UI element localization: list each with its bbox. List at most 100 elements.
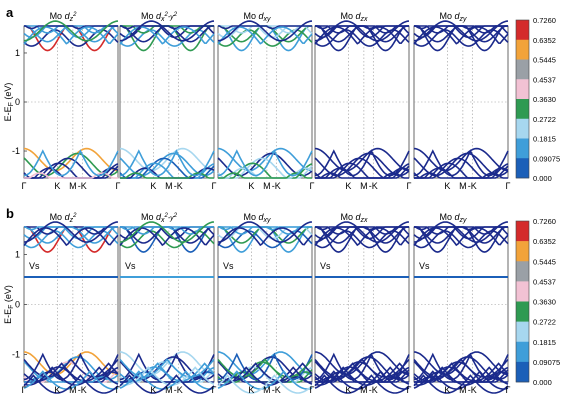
panel-b-orbital-4: Vs Mo dzy K M -K Γ <box>413 212 511 395</box>
band-line <box>23 352 119 381</box>
colorbar-frame <box>515 19 530 179</box>
colorbar-tick-label: 0.5445 <box>533 257 556 266</box>
band-line <box>120 172 214 179</box>
x-tick-label: M <box>263 385 271 395</box>
band-line <box>413 366 509 386</box>
band-line <box>23 149 119 177</box>
colorbar-segment <box>516 59 529 80</box>
x-tick-label: K <box>444 181 450 191</box>
band-line <box>119 221 215 243</box>
colorbar-segment <box>516 20 529 41</box>
y-tick-label: 1 <box>15 250 20 260</box>
colorbar-segment <box>516 321 529 343</box>
band-line <box>120 376 214 383</box>
band-line <box>315 162 410 179</box>
colorbar-tick-label: 0.1815 <box>533 135 556 144</box>
band-line <box>217 26 313 45</box>
colorbar-segment <box>516 301 529 322</box>
colorbar-segment <box>516 361 529 383</box>
band-line <box>218 226 312 231</box>
band-line <box>314 26 410 45</box>
band-line <box>119 370 215 390</box>
band-line <box>217 149 313 177</box>
x-tick-label: Γ <box>212 385 217 395</box>
band-line <box>413 374 509 394</box>
colorbar-tick-label: 0.3630 <box>533 95 556 104</box>
x-tick-label: -K <box>174 385 183 395</box>
band-line <box>119 352 215 381</box>
x-tick-label: M <box>459 385 467 395</box>
y-tick-label: 0 <box>15 300 20 310</box>
x-tick-label: M <box>165 385 173 395</box>
vs-label: Vs <box>223 261 234 271</box>
panel-a-orbital-3: Mo dzx K M -K Γ <box>314 11 412 191</box>
x-tick-label: -K <box>78 385 87 395</box>
band-line <box>414 376 508 383</box>
band-line <box>314 227 410 247</box>
y-tick-label: 0 <box>15 97 20 107</box>
y-tick-label: 1 <box>15 48 20 58</box>
band-line <box>24 376 118 383</box>
band-line <box>314 221 410 243</box>
band-line <box>314 149 410 177</box>
y-axis-label: E-EF (eV) <box>3 83 15 122</box>
band-line <box>314 20 410 42</box>
band-line <box>119 374 215 394</box>
panel-b-orbital-3: Vs Mo dzx K M -K Γ <box>314 212 412 395</box>
y-axis-label: E-EF (eV) <box>3 285 15 324</box>
band-line <box>315 226 409 231</box>
x-tick-label: M <box>69 385 77 395</box>
x-tick-label: Γ <box>116 385 121 395</box>
band-line <box>414 172 508 179</box>
colorbar-tick-label: 0.7260 <box>533 217 556 226</box>
x-tick-label: Γ <box>310 385 315 395</box>
band-line <box>314 366 410 386</box>
band-line <box>414 226 508 231</box>
band-line <box>23 20 119 42</box>
band-line <box>413 20 509 42</box>
orbital-title: Mo dzy <box>439 212 467 224</box>
orbital-title: Mo dz2 <box>50 212 78 224</box>
colorbar-segment <box>516 39 529 60</box>
colorbar: 0.7260 0.6352 0.5445 0.4537 0.3630 0.2722 0.18… <box>515 217 560 387</box>
colorbar-segment <box>516 79 529 100</box>
colorbar-tick-label: 0.3630 <box>533 298 556 307</box>
colorbar-tick-label: 0.2722 <box>533 115 556 124</box>
band-line <box>218 25 312 30</box>
band-line <box>119 227 215 247</box>
x-tick-label: -K <box>78 181 87 191</box>
band-line <box>23 221 119 243</box>
panel-a-orbital-4: Mo dzy K M -K Γ <box>413 11 511 191</box>
x-tick-label: Γ <box>407 181 412 191</box>
band-line <box>315 25 409 30</box>
x-tick-label: -K <box>174 181 183 191</box>
colorbar-tick-label: 0.4537 <box>533 277 556 286</box>
band-line <box>217 370 313 390</box>
band-line <box>217 221 313 243</box>
colorbar-tick-label: 0.000 <box>533 378 552 387</box>
vs-label: Vs <box>29 261 40 271</box>
panel-b-orbital-0: Vs Mo dz2 Γ K M -K Γ <box>22 212 121 395</box>
x-tick-label: M <box>165 181 173 191</box>
colorbar-segment <box>516 341 529 363</box>
x-tick-label: -K <box>272 385 281 395</box>
colorbar-tick-label: 0.4537 <box>533 75 556 84</box>
band-line <box>413 26 509 45</box>
x-tick-label: K <box>444 385 450 395</box>
orbital-title: Mo dzx <box>340 11 368 23</box>
vs-label: Vs <box>320 261 331 271</box>
vs-label: Vs <box>419 261 430 271</box>
x-tick-label: -K <box>468 385 477 395</box>
x-tick-label: Γ <box>116 181 121 191</box>
colorbar-tick-label: 0.000 <box>533 174 552 183</box>
band-line <box>120 226 214 231</box>
orbital-title: Mo dzx <box>340 212 368 224</box>
band-line <box>24 162 119 179</box>
band-line <box>217 352 313 381</box>
band-line <box>23 366 119 386</box>
x-tick-label: -K <box>468 181 477 191</box>
band-line <box>119 149 215 177</box>
colorbar-tick-label: 0.1815 <box>533 338 556 347</box>
colorbar: 0.7260 0.6352 0.5445 0.4537 0.3630 0.2722 0.18… <box>515 16 560 183</box>
orbital-title: Mo dx2-y2 <box>141 11 178 23</box>
